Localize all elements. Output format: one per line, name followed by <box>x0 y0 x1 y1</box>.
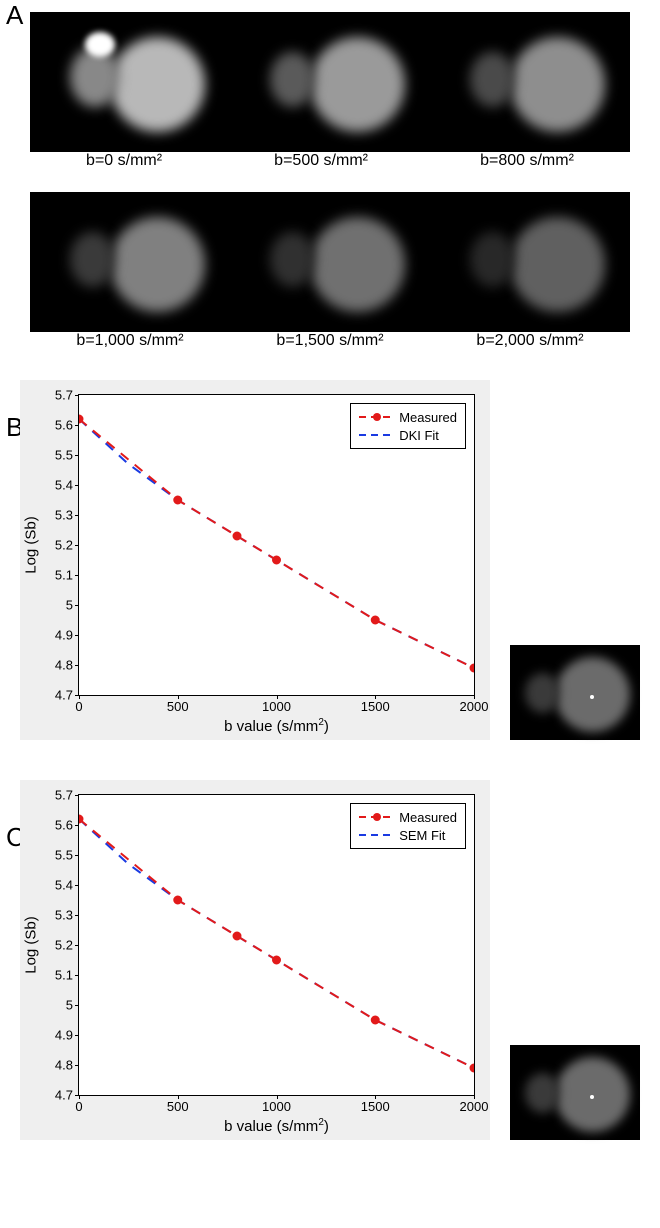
legend-row: SEM Fit <box>359 826 457 844</box>
inset-mri-image <box>510 1045 640 1140</box>
legend-row: Measured <box>359 808 457 826</box>
mri-image-b1000 <box>40 197 220 327</box>
panel-a-row1-captions: b=0 s/mm² b=500 s/mm² b=800 s/mm² <box>30 152 630 170</box>
mri-image-b2000 <box>440 197 620 327</box>
legend-row: Measured <box>359 408 457 426</box>
y-axis-label: Log (Sb) <box>23 516 40 574</box>
inset-mri-image <box>510 645 640 740</box>
legend: Measured DKI Fit <box>350 403 466 449</box>
caption-b1000: b=1,000 s/mm² <box>76 332 183 350</box>
x-axis-label: b value (s/mm2) <box>224 1117 329 1135</box>
panel-a-row2-captions: b=1,000 s/mm² b=1,500 s/mm² b=2,000 s/mm… <box>30 332 630 350</box>
mri-image-b0 <box>40 17 220 147</box>
legend-label: SEM Fit <box>399 828 445 843</box>
legend: Measured SEM Fit <box>350 803 466 849</box>
caption-b2000: b=2,000 s/mm² <box>476 332 583 350</box>
caption-b500: b=500 s/mm² <box>274 152 368 170</box>
caption-b0: b=0 s/mm² <box>86 152 162 170</box>
legend-row: DKI Fit <box>359 426 457 444</box>
caption-b1500: b=1,500 s/mm² <box>276 332 383 350</box>
legend-label: Measured <box>399 410 457 425</box>
y-axis-label: Log (Sb) <box>23 916 40 974</box>
mri-image-b800 <box>440 17 620 147</box>
panel-a-row2 <box>30 192 630 332</box>
mri-image-b500 <box>240 17 420 147</box>
figure-root: A b=0 s/mm² b=500 s/mm² b=800 s/mm² <box>0 0 660 1140</box>
legend-label: DKI Fit <box>399 428 439 443</box>
legend-label: Measured <box>399 810 457 825</box>
mri-image-b1500 <box>240 197 420 327</box>
x-axis-label: b value (s/mm2) <box>224 717 329 735</box>
caption-b800: b=800 s/mm² <box>480 152 574 170</box>
panel-c-chart: 4.74.84.955.15.25.35.45.55.65.7050010001… <box>20 780 490 1140</box>
panel-a-label: A <box>6 0 23 31</box>
panel-a-row1 <box>30 12 630 152</box>
panel-b-chart: 4.74.84.955.15.25.35.45.55.65.7050010001… <box>20 380 490 740</box>
